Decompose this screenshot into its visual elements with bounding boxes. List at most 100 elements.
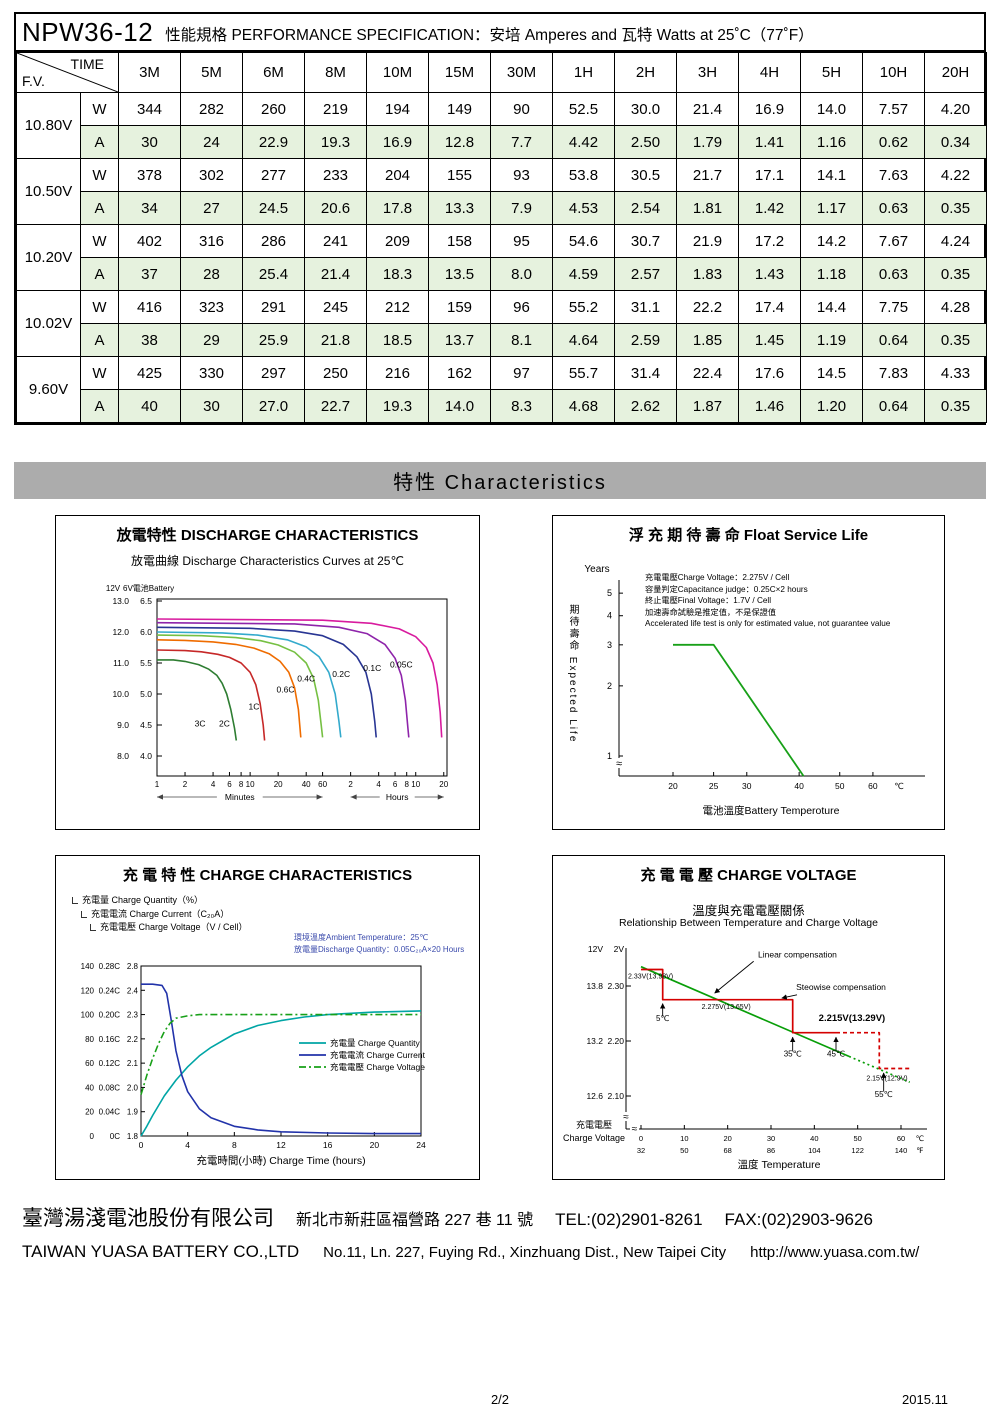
watts-cell: 14.0 xyxy=(800,92,863,126)
axis-title-voltage: 充電電壓 Charge Voltage（V / Cell） xyxy=(90,921,248,935)
amperes-cell: 4.59 xyxy=(552,257,615,291)
amperes-cell: 8.1 xyxy=(490,323,553,357)
svg-text:13.8: 13.8 xyxy=(586,981,603,991)
amperes-cell: 4.42 xyxy=(552,125,615,159)
svg-text:50: 50 xyxy=(853,1134,861,1143)
corner-fv-label: F.V. xyxy=(22,73,45,89)
amperes-cell: 0.35 xyxy=(924,191,987,225)
discharge-characteristics-panel: 放電特性 DISCHARGE CHARACTERISTICS 放電曲線 Disc… xyxy=(55,515,480,830)
svg-text:25: 25 xyxy=(709,781,719,791)
svg-text:3: 3 xyxy=(607,640,612,650)
watts-cell: 7.63 xyxy=(862,158,925,192)
watts-cell: 330 xyxy=(180,356,243,390)
time-header-1H: 1H xyxy=(552,52,615,93)
amperes-cell: 1.79 xyxy=(676,125,739,159)
svg-text:10: 10 xyxy=(246,780,255,789)
svg-text:0.16C: 0.16C xyxy=(99,1035,121,1044)
svg-text:0: 0 xyxy=(90,1132,95,1141)
svg-text:1: 1 xyxy=(155,780,160,789)
svg-text:4: 4 xyxy=(211,780,216,789)
bracket-icon xyxy=(81,910,87,918)
unit-label-a: A xyxy=(80,323,119,357)
axis-title-quantity: 充電量 Charge Quantity（%） xyxy=(72,894,248,908)
watts-cell: 291 xyxy=(242,290,305,324)
amperes-cell: 2.54 xyxy=(614,191,677,225)
amperes-cell: 38 xyxy=(118,323,181,357)
watts-cell: 282 xyxy=(180,92,243,126)
svg-text:充電電壓 Charge Voltage: 充電電壓 Charge Voltage xyxy=(330,1062,425,1072)
svg-text:60: 60 xyxy=(318,780,327,789)
amperes-cell: 4.64 xyxy=(552,323,615,357)
svg-text:140: 140 xyxy=(81,962,95,971)
footer-company-row-en: TAIWAN YUASA BATTERY CO.,LTD No.11, Ln. … xyxy=(22,1242,919,1262)
svg-text:32: 32 xyxy=(637,1146,645,1155)
unit-label-w: W xyxy=(80,92,119,126)
watts-cell: 14.5 xyxy=(800,356,863,390)
svg-text:4: 4 xyxy=(185,1140,190,1150)
charge-characteristics-panel: 充 電 特 性 CHARGE CHARACTERISTICS 充電量 Charg… xyxy=(55,855,480,1180)
condition-line: 環境溫度Ambient Temperature：25℃ xyxy=(294,933,429,942)
unit-label-a: A xyxy=(80,257,119,291)
table-row-10.02V-A: A 38 29 25.9 21.8 18.5 13.7 8.1 4.64 2.59 1.85 1.45… xyxy=(17,323,987,357)
watts-cell: 277 xyxy=(242,158,305,192)
amperes-cell: 22.7 xyxy=(304,389,367,423)
time-header-10H: 10H xyxy=(862,52,925,93)
svg-text:12: 12 xyxy=(276,1140,286,1150)
watts-cell: 219 xyxy=(304,92,367,126)
svg-text:20: 20 xyxy=(274,780,283,789)
performance-table: TIME F.V. 3M 5M 6M 8M 10M 15M 30M 1H 2H 3H 4H 5H 10H 20… xyxy=(16,52,987,423)
amperes-cell: 27.0 xyxy=(242,389,305,423)
amperes-cell: 24.5 xyxy=(242,191,305,225)
watts-cell: 17.6 xyxy=(738,356,801,390)
table-row-10.02V-W: 10.02V W 416 323 291 245 212 159 96 55.2 31.1 22.2 1… xyxy=(16,290,987,357)
amperes-cell: 1.18 xyxy=(800,257,863,291)
watts-cell: 316 xyxy=(180,224,243,258)
amperes-cell: 21.8 xyxy=(304,323,367,357)
svg-text:6: 6 xyxy=(227,780,232,789)
amperes-cell: 1.20 xyxy=(800,389,863,423)
svg-text:0.12C: 0.12C xyxy=(99,1059,121,1068)
amperes-cell: 2.62 xyxy=(614,389,677,423)
svg-text:1.9: 1.9 xyxy=(127,1108,139,1117)
charge-volt-subtitle-zh: 溫度與充電電壓關係 xyxy=(692,904,805,918)
svg-text:60: 60 xyxy=(868,781,878,791)
fv-cell-9.60V: 9.60V xyxy=(16,356,81,423)
svg-text:140: 140 xyxy=(895,1146,908,1155)
website-link[interactable]: http://www.yuasa.com.tw/ xyxy=(750,1244,920,1261)
fv-cell-10.20V: 10.20V xyxy=(16,224,81,291)
svg-text:2.275V(13.65V): 2.275V(13.65V) xyxy=(702,1004,751,1011)
svg-text:10: 10 xyxy=(680,1134,688,1143)
watts-cell: 233 xyxy=(304,158,367,192)
amperes-cell: 40 xyxy=(118,389,181,423)
fax-number: FAX:(02)2903-9626 xyxy=(724,1210,873,1229)
amperes-cell: 1.81 xyxy=(676,191,739,225)
amperes-cell: 1.41 xyxy=(738,125,801,159)
amperes-cell: 7.7 xyxy=(490,125,553,159)
watts-cell: 17.4 xyxy=(738,290,801,324)
svg-text:10.0: 10.0 xyxy=(112,689,129,699)
amperes-cell: 34 xyxy=(118,191,181,225)
axis-title-quantity-text: 充電量 Charge Quantity（%） xyxy=(82,895,204,905)
watts-cell: 95 xyxy=(490,224,553,258)
charge-volt-panel-title: 充 電 電 壓 CHARGE VOLTAGE xyxy=(640,867,857,884)
bracket-icon xyxy=(90,924,96,932)
unit-label-w: W xyxy=(80,224,119,258)
watts-cell: 21.9 xyxy=(676,224,739,258)
time-header-2H: 2H xyxy=(614,52,677,93)
svg-text:20: 20 xyxy=(85,1108,94,1117)
svg-text:50: 50 xyxy=(835,781,845,791)
discharge-chart-subtitle: 放電曲線 Discharge Characteristics Curves at… xyxy=(131,554,404,568)
model-number: NPW36-12 xyxy=(22,16,154,47)
svg-text:Years: Years xyxy=(584,564,609,575)
watts-cell: 212 xyxy=(366,290,429,324)
charge-volt-y-axis-label: 充電電壓 Charge Voltage xyxy=(557,1119,631,1145)
watts-cell: 4.28 xyxy=(924,290,987,324)
svg-text:2V: 2V xyxy=(614,944,625,954)
svg-text:0.4C: 0.4C xyxy=(297,674,315,684)
amperes-cell: 24 xyxy=(180,125,243,159)
watts-cell: 7.67 xyxy=(862,224,925,258)
watts-cell: 7.83 xyxy=(862,356,925,390)
watts-cell: 31.4 xyxy=(614,356,677,390)
watts-cell: 297 xyxy=(242,356,305,390)
